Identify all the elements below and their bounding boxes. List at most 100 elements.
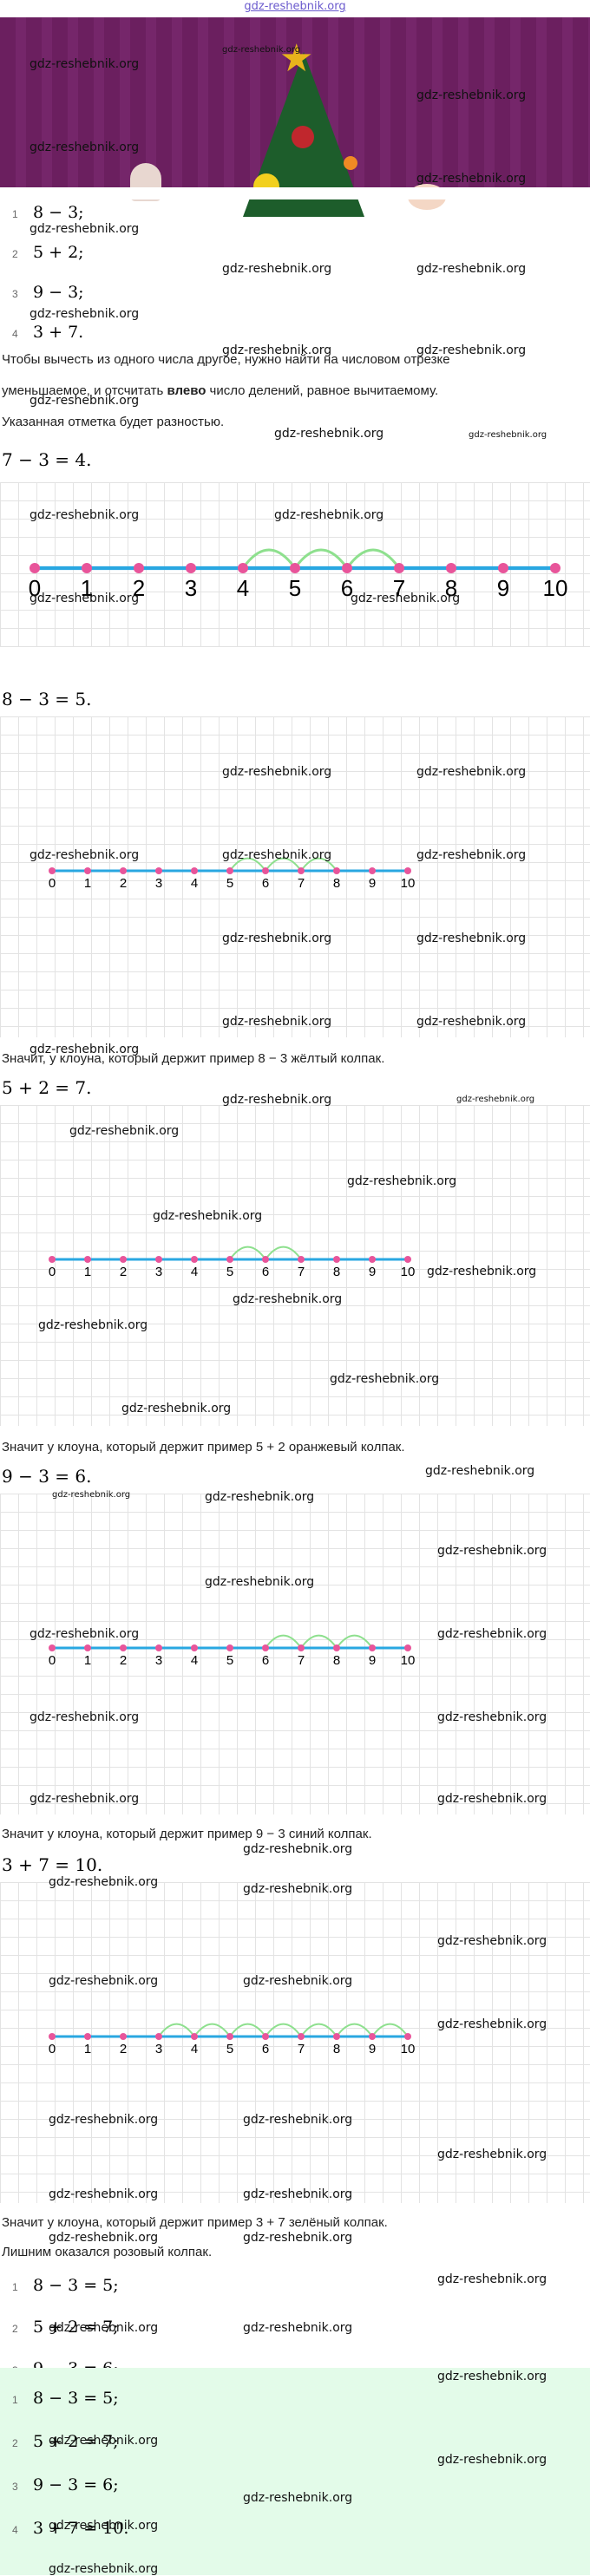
watermark: gdz-reshebnik.org — [243, 2321, 353, 2335]
site-link[interactable]: gdz-reshebnik.org — [244, 0, 346, 13]
watermark: gdz-reshebnik.org — [205, 1490, 315, 1504]
tick-label: 3 — [155, 1653, 162, 1668]
tick-mark — [404, 867, 411, 874]
tick-mark — [84, 2033, 91, 2040]
tick-mark — [404, 2033, 411, 2040]
watermark: gdz-reshebnik.org — [456, 1095, 535, 1104]
tick-label: 2 — [120, 1265, 127, 1279]
tick-label: 9 — [497, 575, 509, 601]
jump-arc — [265, 857, 302, 872]
watermark: gdz-reshebnik.org — [38, 1318, 148, 1332]
tick-label: 10 — [543, 575, 568, 601]
watermark: gdz-reshebnik.org — [427, 1265, 537, 1278]
tick-mark — [369, 867, 376, 874]
problem-expression: 3 + 7. — [33, 323, 84, 342]
watermark: gdz-reshebnik.org — [30, 848, 140, 862]
item-number: 4 — [12, 2524, 18, 2536]
tick-label: 8 — [333, 876, 340, 891]
tick-mark — [298, 2033, 305, 2040]
tick-label: 1 — [84, 1653, 91, 1668]
intro-line-2: уменьшаемое, и отсчитать влево число дел… — [2, 383, 439, 398]
watermark: gdz-reshebnik.org — [49, 1875, 159, 1889]
tick-mark — [404, 1256, 411, 1263]
tick-label: 4 — [191, 1653, 198, 1668]
jump-arc — [193, 2023, 231, 2037]
watermark: gdz-reshebnik.org — [416, 932, 527, 945]
item-number: 1 — [12, 2281, 18, 2293]
tick-mark — [30, 563, 40, 573]
tick-label: 5 — [226, 876, 233, 891]
section-4-conclusion: Значит у клоуна, который держит пример 3… — [2, 2215, 388, 2230]
tick-mark — [262, 867, 269, 874]
watermark: gdz-reshebnik.org — [437, 2272, 547, 2286]
section-2-grid — [0, 1105, 590, 1426]
jump-arc — [158, 2023, 195, 2037]
tick-label: 9 — [369, 876, 376, 891]
section-1-grid — [0, 716, 590, 1037]
watermark: gdz-reshebnik.org — [437, 1710, 547, 1724]
tick-mark — [550, 563, 560, 573]
intro-line-3: Указанная отметка будет разностью. — [2, 415, 225, 429]
item-number: 2 — [12, 248, 18, 260]
jump-arc — [265, 1634, 302, 1649]
tick-mark — [120, 1256, 127, 1263]
tick-mark — [262, 1256, 269, 1263]
watermark: gdz-reshebnik.org — [49, 1974, 159, 1988]
section-3-grid — [0, 1494, 590, 1814]
tick-label: 1 — [84, 876, 91, 891]
jump-arc — [300, 857, 338, 872]
section-2-number-line: 0 1 2 3 4 5 6 7 8 9 10 — [49, 1246, 415, 1279]
tick-label: 2 — [120, 876, 127, 891]
watermark: gdz-reshebnik.org — [469, 430, 547, 440]
watermark: gdz-reshebnik.org — [243, 1882, 353, 1896]
watermark: gdz-reshebnik.org — [52, 1490, 131, 1500]
watermark: gdz-reshebnik.org — [30, 141, 140, 154]
watermark: gdz-reshebnik.org — [437, 2453, 547, 2467]
watermark: gdz-reshebnik.org — [437, 1627, 547, 1641]
tick-label: 2 — [120, 1653, 127, 1668]
watermark: gdz-reshebnik.org — [205, 1575, 315, 1589]
intro-line-1: Чтобы вычесть из одного числа другое, ну… — [2, 352, 450, 367]
watermark: gdz-reshebnik.org — [222, 1093, 332, 1107]
watermark: gdz-reshebnik.org — [222, 343, 332, 357]
tick-mark — [226, 1256, 233, 1263]
tick-label: 8 — [445, 575, 457, 601]
tick-label: 3 — [155, 2042, 162, 2056]
watermark: gdz-reshebnik.org — [437, 2148, 547, 2161]
ornament-red — [292, 126, 314, 148]
tick-label: 10 — [401, 2042, 416, 2056]
tick-mark — [290, 563, 300, 573]
tick-label: 1 — [84, 1265, 91, 1279]
jump-arc — [336, 1634, 373, 1649]
tick-mark — [120, 2033, 127, 2040]
jump-arc — [345, 548, 401, 569]
tick-mark — [262, 1644, 269, 1651]
tick-label: 7 — [298, 876, 305, 891]
watermark: gdz-reshebnik.org — [30, 394, 140, 408]
watermark: gdz-reshebnik.org — [437, 1792, 547, 1806]
tick-mark — [84, 867, 91, 874]
tick-mark — [369, 1644, 376, 1651]
item-number: 3 — [12, 288, 18, 300]
watermark: gdz-reshebnik.org — [222, 262, 332, 276]
tick-mark — [238, 563, 248, 573]
tick-label: 0 — [29, 575, 41, 601]
tick-mark — [186, 563, 196, 573]
jump-arc — [265, 2023, 302, 2037]
jump-arc — [241, 548, 297, 569]
section-4-grid — [0, 1882, 590, 2203]
watermark: gdz-reshebnik.org — [49, 2187, 159, 2201]
watermark: gdz-reshebnik.org — [243, 2231, 353, 2245]
watermark: gdz-reshebnik.org — [49, 2113, 159, 2127]
watermark: gdz-reshebnik.org — [49, 2321, 159, 2335]
tick-mark — [120, 867, 127, 874]
tick-mark — [84, 1644, 91, 1651]
jump-arc — [300, 1634, 338, 1649]
tick-label: 9 — [369, 1653, 376, 1668]
tick-mark — [298, 867, 305, 874]
watermark: gdz-reshebnik.org — [222, 765, 332, 779]
answer-expression: 5 + 2 = 7; — [33, 2318, 119, 2337]
tick-mark — [49, 2033, 56, 2040]
tick-mark — [333, 1644, 340, 1651]
tick-label: 7 — [393, 575, 405, 601]
